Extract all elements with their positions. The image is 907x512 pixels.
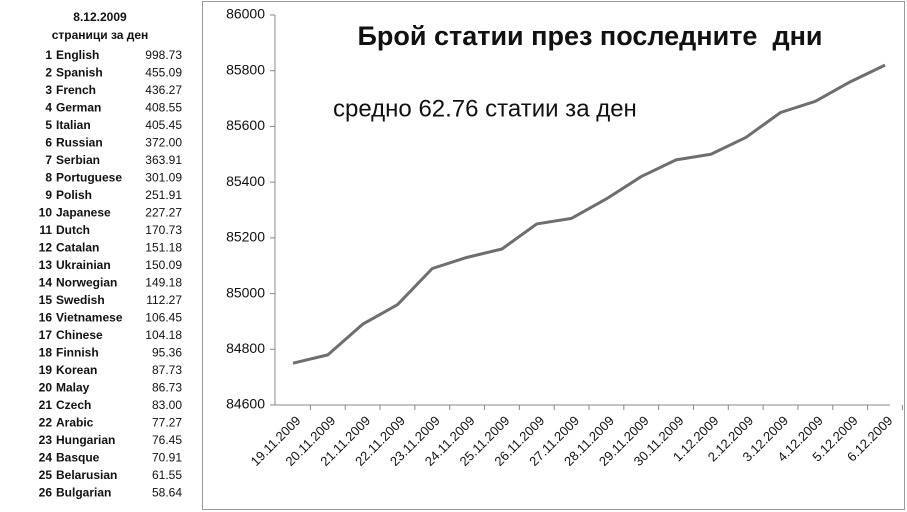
pages-per-day: 83.00 bbox=[152, 398, 182, 412]
pages-per-day: 405.45 bbox=[145, 118, 182, 132]
rank: 21 bbox=[39, 398, 53, 412]
table-subtitle: страници за ден bbox=[52, 28, 149, 42]
y-tick-label: 85200 bbox=[226, 229, 265, 245]
pages-per-day: 87.73 bbox=[152, 363, 182, 377]
rank: 1 bbox=[45, 48, 52, 62]
pages-per-day: 149.18 bbox=[145, 276, 182, 290]
language: Korean bbox=[56, 363, 97, 377]
rank: 6 bbox=[45, 136, 52, 150]
rank: 8 bbox=[45, 171, 52, 185]
language: German bbox=[56, 101, 101, 115]
language: Vietnamese bbox=[56, 311, 123, 325]
pages-per-day: 86.73 bbox=[152, 381, 182, 395]
y-tick-label: 84800 bbox=[226, 340, 265, 356]
rank: 23 bbox=[39, 433, 53, 447]
annotation: средно 62.76 статии за ден bbox=[333, 95, 637, 122]
data-line bbox=[292, 63, 886, 365]
rank: 20 bbox=[39, 381, 53, 395]
language: Russian bbox=[56, 136, 103, 150]
language: French bbox=[56, 83, 96, 97]
language: Norwegian bbox=[56, 276, 117, 290]
rank: 16 bbox=[39, 311, 53, 325]
rank: 13 bbox=[39, 258, 53, 272]
rank: 4 bbox=[45, 101, 52, 115]
language: English bbox=[56, 48, 99, 62]
language: Malay bbox=[56, 381, 90, 395]
pages-per-day: 95.36 bbox=[152, 346, 182, 360]
language: Italian bbox=[56, 118, 91, 132]
y-tick-label: 85400 bbox=[226, 173, 265, 189]
rank: 22 bbox=[39, 416, 53, 430]
language: Belarusian bbox=[56, 468, 117, 482]
pages-per-day: 76.45 bbox=[152, 433, 182, 447]
pages-per-day: 70.91 bbox=[152, 451, 182, 465]
pages-per-day: 408.55 bbox=[145, 101, 182, 115]
language: Spanish bbox=[56, 66, 103, 80]
language: Portuguese bbox=[56, 171, 122, 185]
rank: 17 bbox=[39, 328, 53, 342]
pages-per-day: 61.55 bbox=[152, 468, 182, 482]
pages-per-day: 77.27 bbox=[152, 416, 182, 430]
rank: 15 bbox=[39, 293, 53, 307]
table-title: 8.12.2009 bbox=[73, 10, 127, 24]
pages-per-day: 150.09 bbox=[145, 258, 182, 272]
language: Hungarian bbox=[56, 433, 115, 447]
language: Basque bbox=[56, 451, 100, 465]
rank: 24 bbox=[39, 451, 53, 465]
pages-per-day: 227.27 bbox=[145, 206, 182, 220]
language: Bulgarian bbox=[56, 486, 111, 500]
pages-per-day: 251.91 bbox=[145, 188, 182, 202]
rank: 14 bbox=[39, 276, 53, 290]
rank: 26 bbox=[39, 486, 53, 500]
y-tick-label: 85800 bbox=[226, 61, 265, 77]
language: Catalan bbox=[56, 241, 99, 255]
pages-per-day: 170.73 bbox=[145, 223, 182, 237]
pages-per-day: 301.09 bbox=[145, 171, 182, 185]
language: Arabic bbox=[56, 416, 94, 430]
pages-per-day: 112.27 bbox=[146, 293, 182, 307]
language: Dutch bbox=[56, 223, 90, 237]
rank: 3 bbox=[45, 83, 52, 97]
rank: 25 bbox=[39, 468, 53, 482]
rank: 10 bbox=[39, 206, 53, 220]
rank: 2 bbox=[45, 66, 52, 80]
language: Czech bbox=[56, 398, 91, 412]
rank: 18 bbox=[39, 346, 53, 360]
rank: 12 bbox=[39, 241, 53, 255]
pages-per-day: 58.64 bbox=[152, 486, 182, 500]
pages-per-day: 455.09 bbox=[145, 66, 182, 80]
pages-per-day: 104.18 bbox=[145, 328, 182, 342]
language: Ukrainian bbox=[56, 258, 111, 272]
chart-frame bbox=[202, 1, 905, 510]
pages-per-day: 372.00 bbox=[145, 136, 182, 150]
rank: 5 bbox=[45, 118, 52, 132]
rank: 7 bbox=[45, 153, 52, 167]
pages-per-day: 436.27 bbox=[145, 83, 182, 97]
pages-per-day: 363.91 bbox=[145, 153, 182, 167]
rank: 19 bbox=[39, 363, 53, 377]
language: Polish bbox=[56, 188, 92, 202]
pages-per-day: 106.45 bbox=[145, 311, 182, 325]
y-tick-label: 85000 bbox=[226, 284, 265, 300]
language: Swedish bbox=[56, 293, 105, 307]
y-tick-label: 84600 bbox=[226, 396, 265, 412]
rank: 9 bbox=[45, 188, 52, 202]
language: Chinese bbox=[56, 328, 103, 342]
language: Serbian bbox=[56, 153, 100, 167]
pages-per-day: 151.18 bbox=[145, 241, 182, 255]
pages-per-day: 998.73 bbox=[145, 48, 182, 62]
language: Japanese bbox=[56, 206, 111, 220]
chart-title: Брой статии през последните дни bbox=[357, 21, 822, 51]
y-tick-label: 85600 bbox=[226, 117, 265, 133]
language: Finnish bbox=[56, 346, 99, 360]
y-tick-label: 86000 bbox=[226, 6, 265, 22]
rank: 11 bbox=[39, 223, 52, 237]
